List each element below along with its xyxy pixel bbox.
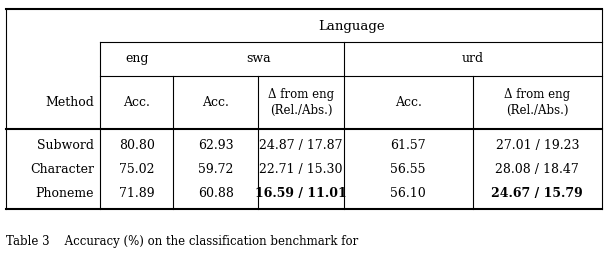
Text: 24.67 / 15.79: 24.67 / 15.79 xyxy=(491,187,583,200)
Text: Acc.: Acc. xyxy=(202,96,229,109)
Text: Language: Language xyxy=(318,20,384,33)
Text: urd: urd xyxy=(461,52,484,65)
Text: 59.72: 59.72 xyxy=(198,163,233,176)
Text: 71.89: 71.89 xyxy=(119,187,154,200)
Text: 75.02: 75.02 xyxy=(119,163,154,176)
Text: Acc.: Acc. xyxy=(395,96,421,109)
Text: 56.55: 56.55 xyxy=(390,163,426,176)
Text: Method: Method xyxy=(46,96,94,109)
Text: swa: swa xyxy=(246,52,271,65)
Text: eng: eng xyxy=(125,52,148,65)
Text: Δ from eng
(Rel./Abs.): Δ from eng (Rel./Abs.) xyxy=(268,88,334,117)
Text: Acc.: Acc. xyxy=(123,96,150,109)
Text: Δ from eng
(Rel./Abs.): Δ from eng (Rel./Abs.) xyxy=(504,88,570,117)
Text: Phoneme: Phoneme xyxy=(36,187,94,200)
Text: 61.57: 61.57 xyxy=(390,139,426,152)
Text: 56.10: 56.10 xyxy=(390,187,426,200)
Text: 24.87 / 17.87: 24.87 / 17.87 xyxy=(259,139,343,152)
Text: 16.59 / 11.01: 16.59 / 11.01 xyxy=(255,187,347,200)
Text: 60.88: 60.88 xyxy=(198,187,234,200)
Text: Subword: Subword xyxy=(37,139,94,152)
Text: Table 3    Accuracy (%) on the classification benchmark for: Table 3 Accuracy (%) on the classificati… xyxy=(6,235,358,248)
Text: 22.71 / 15.30: 22.71 / 15.30 xyxy=(259,163,343,176)
Text: 28.08 / 18.47: 28.08 / 18.47 xyxy=(496,163,579,176)
Text: Character: Character xyxy=(30,163,94,176)
Text: 62.93: 62.93 xyxy=(198,139,233,152)
Text: 80.80: 80.80 xyxy=(119,139,155,152)
Text: 27.01 / 19.23: 27.01 / 19.23 xyxy=(496,139,579,152)
